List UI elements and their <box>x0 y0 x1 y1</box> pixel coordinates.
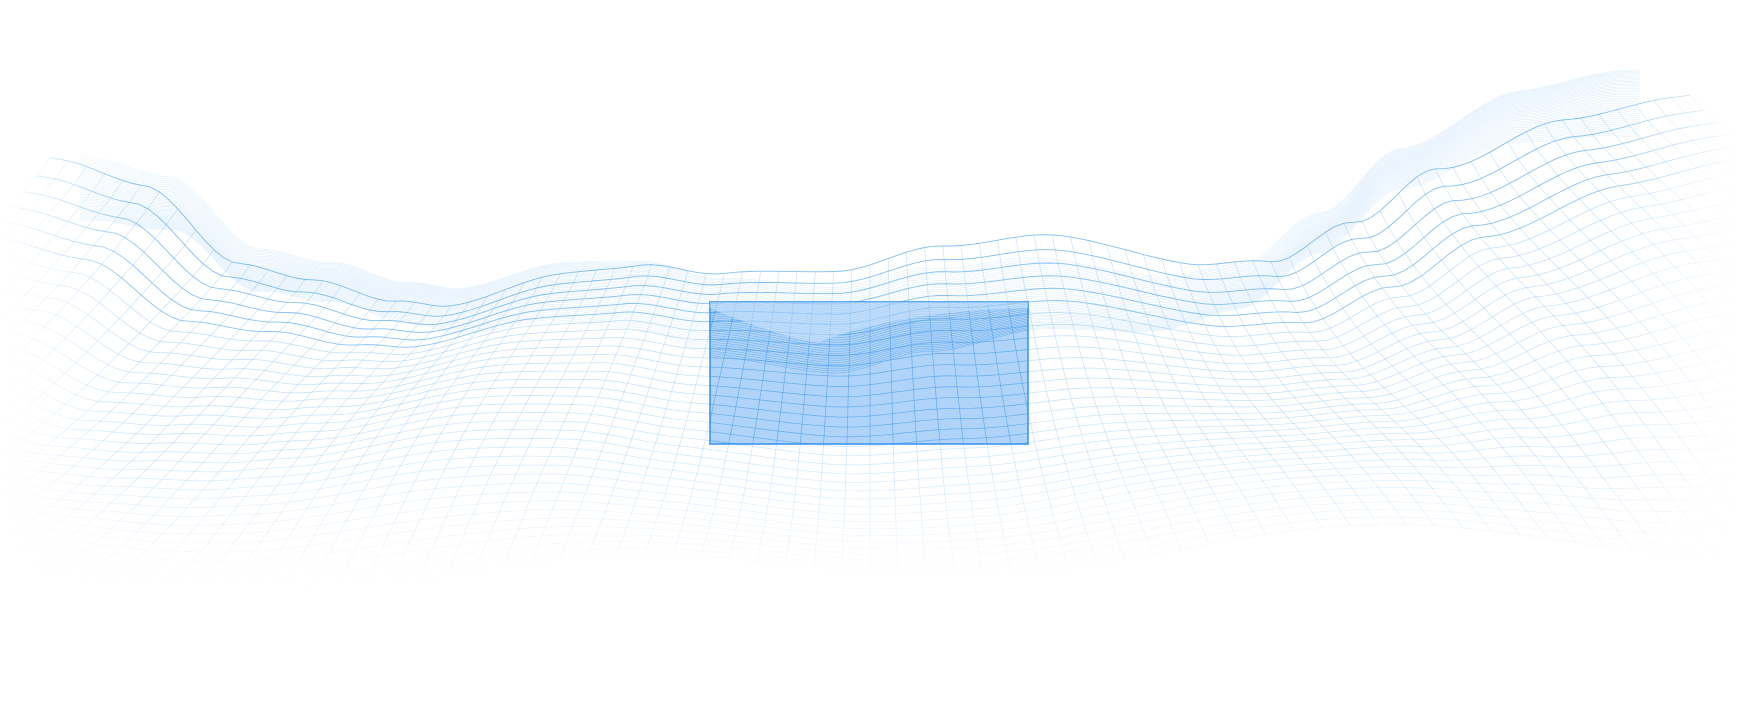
wave-mesh-graphic <box>0 0 1740 720</box>
hero-illustration <box>0 0 1740 720</box>
edge-fade-bottom <box>0 0 1740 720</box>
